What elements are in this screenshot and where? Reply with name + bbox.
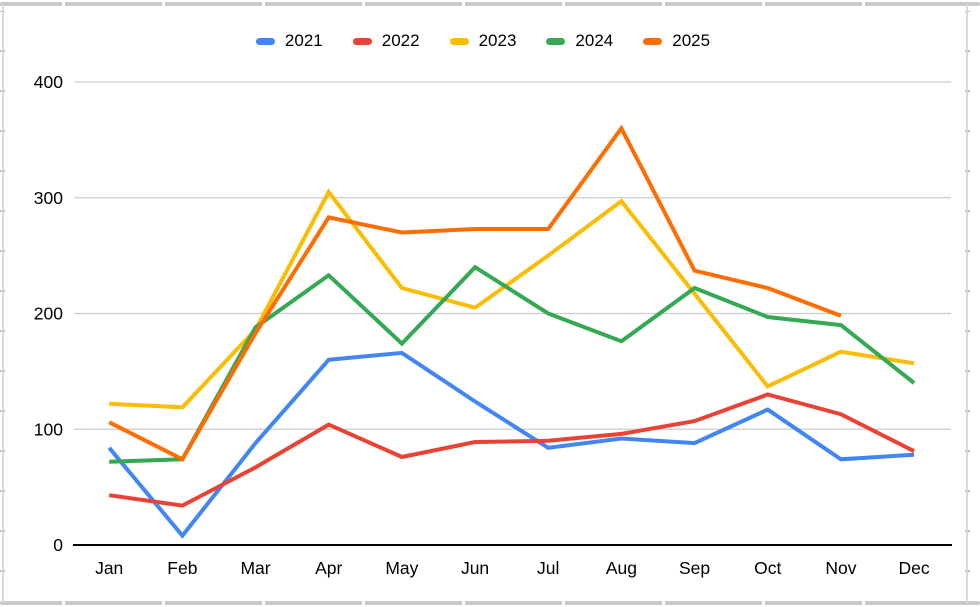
x-axis-label-aug: Aug (606, 558, 637, 578)
spreadsheet-top-border (0, 2, 980, 6)
x-axis-label-may: May (385, 558, 418, 578)
legend-label-2022: 2022 (381, 31, 420, 50)
legend-item-2024[interactable]: 2024 (546, 31, 613, 51)
x-axis-label-mar: Mar (240, 558, 270, 578)
series-line-2022[interactable] (108, 392, 916, 508)
x-axis-label-jun: Jun (461, 558, 489, 578)
series-line-2023[interactable] (109, 188, 915, 410)
legend-swatch-2021 (255, 37, 275, 45)
y-axis-label-100: 100 (34, 419, 63, 439)
legend-swatch-2024 (546, 37, 566, 45)
legend-item-2023[interactable]: 2023 (449, 31, 517, 51)
x-axis-label-feb: Feb (167, 558, 197, 578)
legend-swatch-2022 (352, 37, 372, 45)
legend-label-2023: 2023 (478, 31, 517, 50)
legend-label-2024: 2024 (575, 31, 614, 50)
x-axis-label-apr: Apr (315, 558, 342, 578)
y-axis-label-200: 200 (34, 304, 63, 324)
spreadsheet-left-border (2, 4, 4, 603)
y-axis-label-0: 0 (53, 535, 63, 555)
series-line-2025[interactable] (108, 124, 842, 462)
spreadsheet-right-border (966, 4, 968, 603)
spreadsheet-bottom-border (0, 601, 980, 605)
legend-label-2021: 2021 (284, 31, 323, 50)
legend: 2021 2022 2023 2024 2025 (0, 31, 966, 51)
legend-item-2021[interactable]: 2021 (255, 31, 323, 51)
legend-swatch-2025 (643, 37, 663, 45)
legend-item-2025[interactable]: 2025 (643, 31, 710, 51)
x-axis-label-oct: Oct (754, 558, 781, 578)
legend-swatch-2023 (449, 37, 469, 45)
x-axis-label-dec: Dec (899, 558, 930, 578)
x-axis-label-jul: Jul (537, 558, 559, 578)
series-line-2024[interactable] (109, 264, 916, 464)
y-axis-label-400: 400 (34, 72, 63, 92)
x-axis-label-nov: Nov (825, 558, 856, 578)
x-axis-label-jan: Jan (95, 558, 123, 578)
legend-item-2022[interactable]: 2022 (352, 31, 420, 51)
series-line-2021[interactable] (107, 350, 915, 539)
legend-label-2025: 2025 (672, 31, 711, 50)
y-axis-label-300: 300 (34, 188, 63, 208)
x-axis-label-sep: Sep (679, 558, 710, 578)
